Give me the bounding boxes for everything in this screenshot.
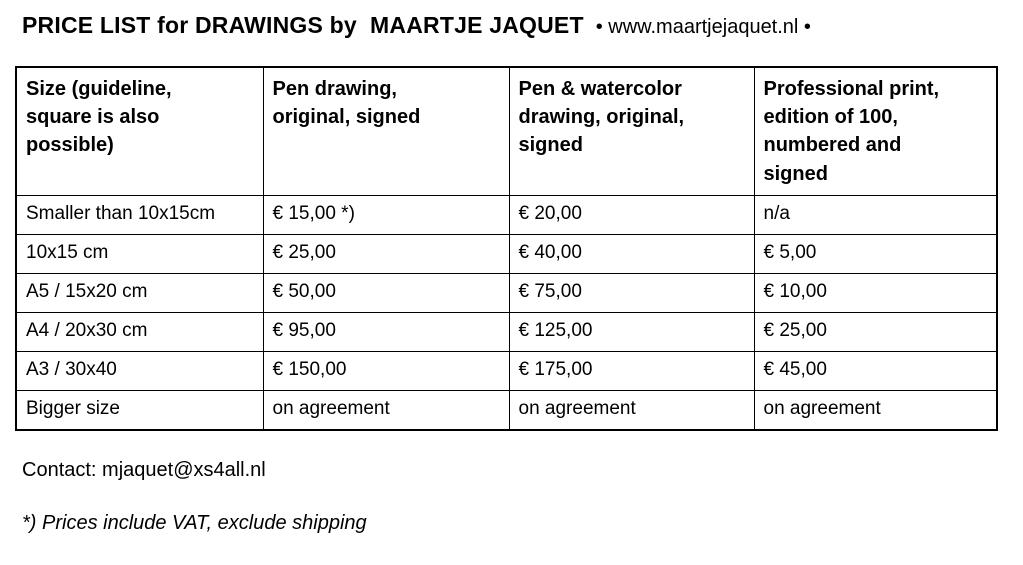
price-cell: € 40,00: [508, 234, 755, 275]
price-cell: € 15,00 *): [262, 195, 510, 236]
price-table: Size (guideline, square is also possible…: [15, 65, 998, 431]
price-cell: € 50,00: [262, 273, 510, 314]
table-row: A4 / 20x30 cm € 95,00 € 125,00 € 25,00: [15, 312, 998, 353]
price-cell: € 5,00: [753, 234, 998, 275]
price-cell: € 150,00: [262, 351, 510, 392]
price-cell: n/a: [753, 195, 998, 236]
page-title: PRICE LIST for DRAWINGS by MAARTJE JAQUE…: [22, 12, 1023, 40]
table-row: Smaller than 10x15cm € 15,00 *) € 20,00 …: [15, 195, 998, 236]
header-row: Size (guideline, square is also possible…: [15, 66, 998, 197]
price-cell: on agreement: [262, 390, 510, 431]
size-cell: A3 / 30x40: [15, 351, 264, 392]
column-header-pen-drawing: Pen drawing, original, signed: [262, 66, 510, 197]
column-header-size: Size (guideline, square is also possible…: [15, 66, 264, 197]
size-cell: 10x15 cm: [15, 234, 264, 275]
size-cell: A5 / 15x20 cm: [15, 273, 264, 314]
website-url: • www.maartjejaquet.nl •: [595, 16, 811, 38]
size-cell: Smaller than 10x15cm: [15, 195, 264, 236]
page-title-text: PRICE LIST for DRAWINGS by MAARTJE JAQUE…: [22, 12, 584, 38]
price-cell: € 125,00: [508, 312, 755, 353]
table-row: A3 / 30x40 € 150,00 € 175,00 € 45,00: [15, 351, 998, 392]
price-cell: € 175,00: [508, 351, 755, 392]
price-cell: € 75,00: [508, 273, 755, 314]
table-row: A5 / 15x20 cm € 50,00 € 75,00 € 10,00: [15, 273, 998, 314]
price-cell: € 25,00: [753, 312, 998, 353]
vat-footnote: *) Prices include VAT, exclude shipping: [22, 511, 367, 534]
price-cell: € 25,00: [262, 234, 510, 275]
column-header-professional-print: Professional print, edition of 100, numb…: [753, 66, 998, 197]
price-cell: € 95,00: [262, 312, 510, 353]
price-cell: € 10,00: [753, 273, 998, 314]
contact-line: Contact: mjaquet@xs4all.nl: [22, 458, 266, 481]
table-row: 10x15 cm € 25,00 € 40,00 € 5,00: [15, 234, 998, 275]
price-cell: € 20,00: [508, 195, 755, 236]
size-cell: Bigger size: [15, 390, 264, 431]
price-cell: € 45,00: [753, 351, 998, 392]
price-cell: on agreement: [508, 390, 755, 431]
column-header-pen-watercolor: Pen & watercolor drawing, original, sign…: [508, 66, 755, 197]
price-cell: on agreement: [753, 390, 998, 431]
size-cell: A4 / 20x30 cm: [15, 312, 264, 353]
table-row: Bigger size on agreement on agreement on…: [15, 390, 998, 431]
